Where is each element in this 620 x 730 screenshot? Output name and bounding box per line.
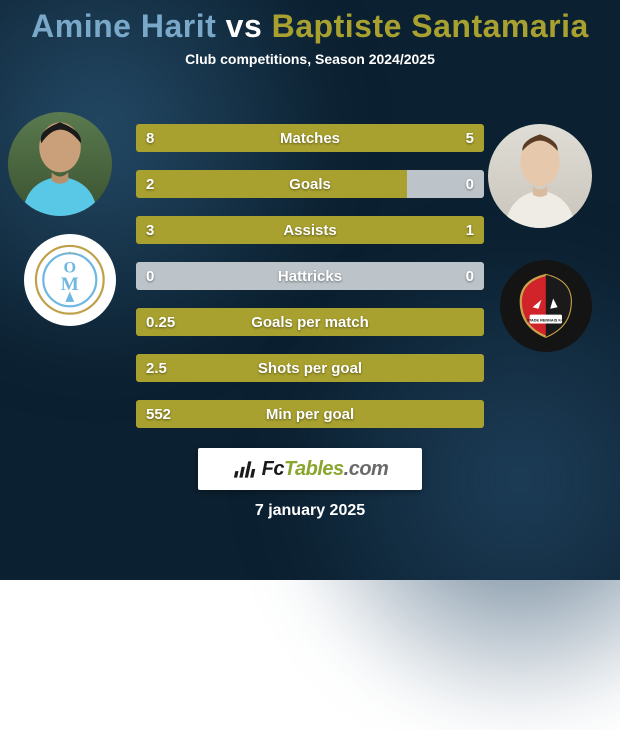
player2-avatar: [488, 124, 592, 228]
stat-row: 8Matches5: [136, 124, 484, 152]
source-badge: FcTables.com: [198, 448, 422, 490]
stat-label: Goals per match: [136, 314, 484, 331]
stat-right-value: 1: [466, 222, 474, 239]
player1-avatar: [8, 112, 112, 216]
stat-label: Min per goal: [136, 406, 484, 423]
title-vs: vs: [226, 8, 263, 44]
player1-club-badge: O M ★ ★ ★: [24, 234, 116, 326]
stat-label: Goals: [136, 176, 484, 193]
stat-label: Hattricks: [136, 268, 484, 285]
club-crest-icon: STADE RENNAIS F.C.: [509, 269, 583, 343]
stat-bars: 8Matches52Goals03Assists10Hattricks00.25…: [136, 124, 484, 446]
stat-row: 3Assists1: [136, 216, 484, 244]
source-badge-text: FcTables.com: [262, 458, 389, 481]
player2-club-badge: STADE RENNAIS F.C.: [500, 260, 592, 352]
subtitle: Club competitions, Season 2024/2025: [0, 51, 620, 67]
page-title: Amine Harit vs Baptiste Santamaria: [0, 0, 620, 45]
title-player2: Baptiste Santamaria: [272, 8, 589, 44]
stat-right-value: 0: [466, 268, 474, 285]
stat-right-value: 0: [466, 176, 474, 193]
bar-chart-icon: [232, 456, 258, 482]
stat-row: 0.25Goals per match: [136, 308, 484, 336]
date-label: 7 january 2025: [0, 502, 620, 520]
person-icon: [488, 124, 592, 228]
stat-row: 552Min per goal: [136, 400, 484, 428]
stat-label: Matches: [136, 130, 484, 147]
title-player1: Amine Harit: [31, 8, 216, 44]
stat-row: 2Goals0: [136, 170, 484, 198]
badge-fc: Fc: [262, 458, 284, 480]
stat-row: 2.5Shots per goal: [136, 354, 484, 382]
badge-com: .com: [344, 458, 389, 480]
badge-tables: Tables: [284, 458, 344, 480]
stat-label: Shots per goal: [136, 360, 484, 377]
stat-label: Assists: [136, 222, 484, 239]
stat-right-value: 5: [466, 130, 474, 147]
stat-row: 0Hattricks0: [136, 262, 484, 290]
content-root: Amine Harit vs Baptiste Santamaria Club …: [0, 0, 620, 580]
person-icon: [8, 112, 112, 216]
club-crest-icon: O M ★ ★ ★: [33, 243, 107, 317]
svg-text:STADE RENNAIS F.C.: STADE RENNAIS F.C.: [527, 318, 566, 322]
